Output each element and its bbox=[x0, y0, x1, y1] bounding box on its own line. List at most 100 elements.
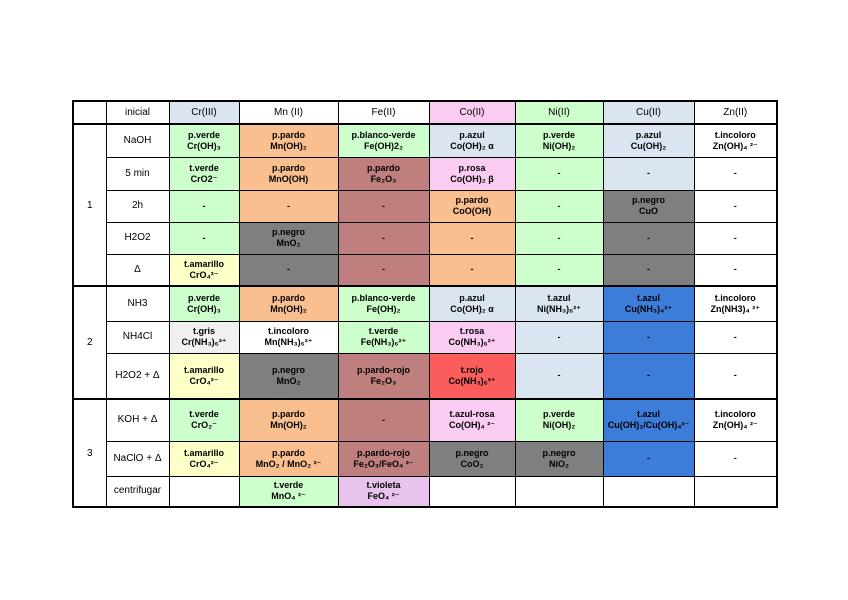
result-cell: - bbox=[514, 221, 604, 255]
result-cell: - bbox=[602, 320, 695, 354]
cell-color-text: p.negro bbox=[542, 447, 576, 458]
cell-formula-text: MnO₂ bbox=[276, 375, 301, 386]
result-cell: - bbox=[337, 253, 430, 287]
cell-color-text: p.pardo-rojo bbox=[357, 447, 410, 458]
col-header-criii: Cr(III) bbox=[168, 100, 240, 125]
result-cell: t.incoloro Zn(NH3)₄ ²⁺ bbox=[693, 285, 778, 322]
cell-formula-text: Fe(OH)2₂ bbox=[363, 140, 403, 151]
cell-color-text: p.azul bbox=[459, 292, 485, 303]
result-cell: - bbox=[514, 189, 604, 223]
result-cell: t.azul-rosa Co(OH)₄ ²⁻ bbox=[428, 398, 516, 442]
result-cell: - bbox=[602, 253, 695, 287]
col-header-cuii: Cu(II) bbox=[602, 100, 695, 125]
cell-formula-text: Mn(OH)₂ bbox=[270, 420, 307, 431]
row-label: NaOH bbox=[105, 123, 170, 158]
result-cell: - bbox=[514, 253, 604, 287]
result-cell: t.azul Cu(OH)₂/Cu(OH)₄²⁻ bbox=[602, 398, 695, 442]
cell-color-text: p.negro bbox=[272, 364, 305, 375]
cell-color-text: p.azul bbox=[635, 129, 662, 140]
result-cell: t.verde MnO₄ ²⁻ bbox=[238, 475, 339, 508]
result-cell: - bbox=[514, 352, 604, 400]
result-cell: - bbox=[693, 440, 778, 477]
result-cell: p.rosa Co(OH)₂ β bbox=[428, 156, 516, 191]
cell-formula-text: MnO(OH) bbox=[268, 173, 309, 184]
cell-formula-text: MnO₂ bbox=[276, 238, 301, 248]
cell-color-text: - bbox=[202, 200, 206, 211]
result-cell: p.pardo-rojo Fe₂O₃/FeO₄ ²⁻ bbox=[337, 440, 430, 477]
cell-color-text: - bbox=[557, 370, 561, 381]
cell-color-text: p.azul bbox=[459, 129, 485, 140]
result-cell: - bbox=[238, 189, 339, 223]
result-cell: t.azul Cu(NH₃)₄²⁺ bbox=[602, 285, 695, 322]
result-cell: p.pardo MnO(OH) bbox=[238, 156, 339, 191]
cell-color-text: - bbox=[470, 264, 474, 275]
cell-formula-text: Ni(OH)₂ bbox=[542, 140, 576, 151]
cell-color-text: p.verde bbox=[542, 129, 575, 140]
cell-color-text: t.azul bbox=[636, 292, 660, 303]
result-cell: t.amarillo CrO₄²⁻ bbox=[168, 253, 240, 287]
row-label: H2O2 bbox=[105, 221, 170, 255]
corner-cell bbox=[72, 100, 107, 125]
section-number: 2 bbox=[72, 285, 107, 400]
cell-color-text: - bbox=[382, 414, 385, 425]
result-cell: t.verde Fe(NH₃)₆²⁺ bbox=[337, 320, 430, 354]
cell-formula-text: CrO₄²⁻ bbox=[189, 269, 219, 280]
cell-color-text: - bbox=[287, 264, 290, 275]
result-cell: p.pardo CoO(OH) bbox=[428, 189, 516, 223]
row-label: 2h bbox=[105, 189, 170, 223]
cell-color-text: t.verde bbox=[189, 162, 219, 173]
col-header-mnii: Mn (II) bbox=[238, 100, 339, 125]
result-cell: t.verde CrO₂⁻ bbox=[168, 398, 240, 442]
cell-color-text: p.negro bbox=[455, 447, 489, 458]
cell-formula-text: Co(OH)₂ β bbox=[450, 173, 494, 184]
result-cell: t.azul Ni(NH₃)₆²⁺ bbox=[514, 285, 604, 322]
cell-formula-text: Mn(OH)₂ bbox=[270, 140, 307, 151]
cell-color-text: - bbox=[382, 232, 385, 243]
result-cell: p.pardo Mn(OH)₂ bbox=[238, 123, 339, 158]
result-cell: p.verde Ni(OH)₂ bbox=[514, 123, 604, 158]
result-cell: p.blanco-verde Fe(OH)₂ bbox=[337, 285, 430, 322]
results-table-body: inicial Cr(III) Mn (II) Fe(II) Co(II) Ni(II) C… bbox=[72, 100, 778, 508]
cell-color-text: - bbox=[382, 264, 385, 275]
cell-formula-text: Cu(OH)₂ bbox=[630, 140, 667, 151]
cell-formula-text: CoO(OH) bbox=[452, 206, 492, 216]
result-cell: t.incoloro Mn(NH₃)₆²⁺ bbox=[238, 320, 339, 354]
cell-formula-text: Ni(OH)₂ bbox=[542, 420, 576, 431]
cell-color-text: p.negro bbox=[272, 227, 305, 237]
result-cell: p.pardo Fe₂O₃ bbox=[337, 156, 430, 191]
col-header-niii: Ni(II) bbox=[514, 100, 604, 125]
col-header-znii: Zn(II) bbox=[693, 100, 778, 125]
cell-color-text: p.blanco-verde bbox=[351, 292, 416, 303]
result-cell: - bbox=[168, 189, 240, 223]
section-number: 3 bbox=[72, 398, 107, 508]
result-cell: p.pardo MnO₂ / MnO₂ ²⁻ bbox=[238, 440, 339, 477]
cell-color-text: t.amarillo bbox=[183, 447, 224, 458]
result-cell: p.negro CoO₂ bbox=[428, 440, 516, 477]
result-cell: p.azul Co(OH)₂ α bbox=[428, 285, 516, 322]
result-cell: p.verde Cr(OH)₃ bbox=[168, 285, 240, 322]
cell-formula-text: CrO₄²⁻ bbox=[189, 458, 219, 469]
col-header-coii: Co(II) bbox=[428, 100, 516, 125]
cell-color-text: p.verde bbox=[187, 129, 220, 140]
cell-formula-text: Ni(NH₃)₆²⁺ bbox=[537, 303, 581, 314]
result-cell bbox=[602, 475, 695, 508]
results-table: inicial Cr(III) Mn (II) Fe(II) Co(II) Ni(II) C… bbox=[72, 100, 778, 508]
section-number: 1 bbox=[72, 123, 107, 287]
cell-formula-text: MnO₂ / MnO₂ ²⁻ bbox=[255, 458, 322, 469]
cell-formula-text: Co(NH₃)₆³⁺ bbox=[448, 375, 496, 386]
result-cell: - bbox=[168, 221, 240, 255]
result-cell: - bbox=[693, 352, 778, 400]
cell-color-text: t.violeta bbox=[366, 480, 401, 491]
row-label: NaClO + Δ bbox=[105, 440, 170, 477]
result-cell: t.rojo Co(NH₃)₆³⁺ bbox=[428, 352, 516, 400]
cell-color-text: p.pardo bbox=[367, 162, 400, 173]
result-cell: t.gris Cr(NH₃)₆³⁺ bbox=[168, 320, 240, 354]
result-cell: - bbox=[602, 352, 695, 400]
cell-color-text: t.rosa bbox=[459, 326, 485, 336]
cell-color-text: t.incoloro bbox=[714, 292, 756, 303]
row-label: KOH + Δ bbox=[105, 398, 170, 442]
result-cell: t.incoloro Zn(OH)₄ ²⁻ bbox=[693, 123, 778, 158]
cell-formula-text: Co(OH)₂ α bbox=[450, 140, 494, 151]
result-cell bbox=[514, 475, 604, 508]
cell-color-text: - bbox=[382, 200, 385, 211]
